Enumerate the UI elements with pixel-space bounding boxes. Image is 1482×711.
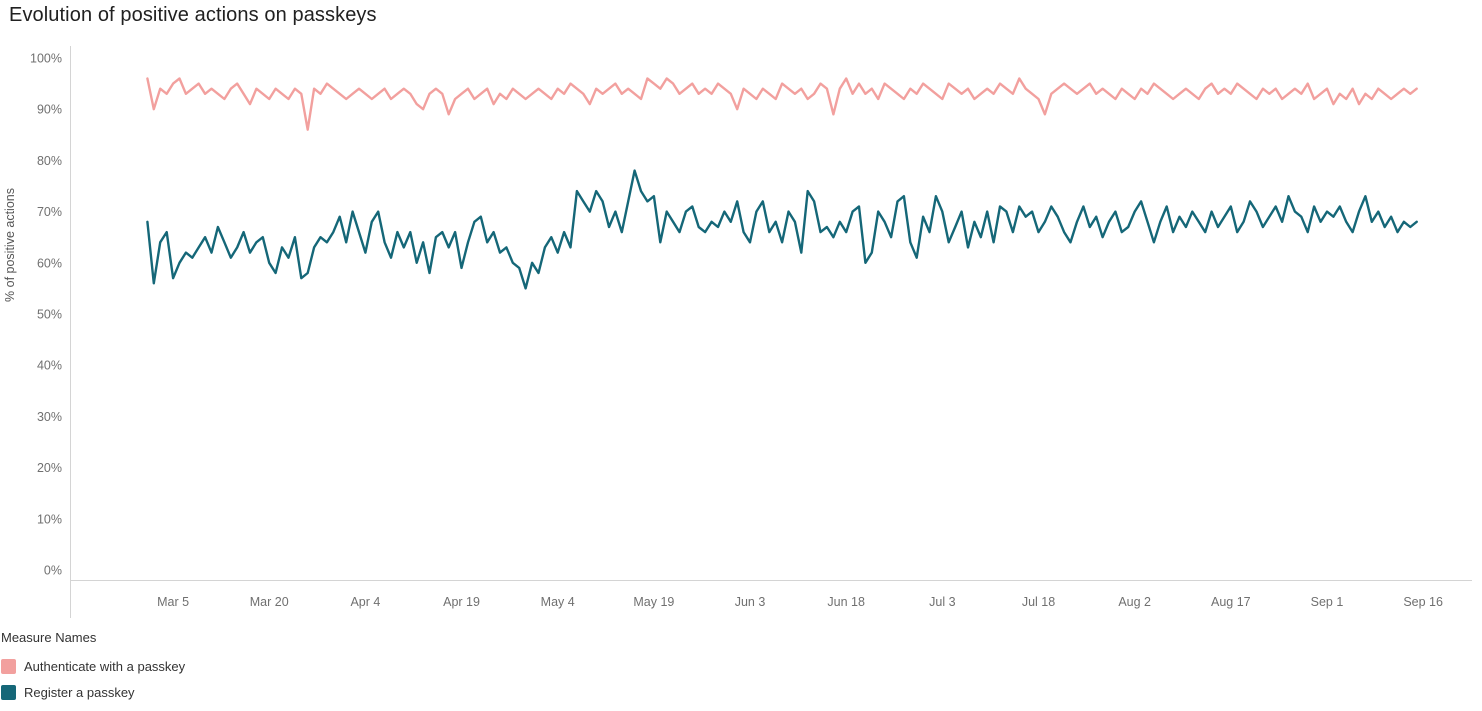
- y-tick-label: 80%: [37, 154, 62, 168]
- y-tick-label: 0%: [44, 564, 62, 578]
- x-tick-label: Jun 3: [735, 595, 766, 609]
- y-tick-label: 70%: [37, 205, 62, 219]
- y-axis-title: % of positive actions: [3, 188, 17, 302]
- y-tick-label: 20%: [37, 461, 62, 475]
- legend: Measure Names Authenticate with a passke…: [1, 630, 185, 705]
- x-tick-label: Sep 1: [1311, 595, 1344, 609]
- legend-label-register: Register a passkey: [24, 684, 135, 700]
- x-tick-label: Apr 4: [350, 595, 380, 609]
- legend-title: Measure Names: [1, 630, 97, 645]
- legend-item-authenticate[interactable]: Authenticate with a passkey: [1, 653, 185, 679]
- x-tick-label: Aug 17: [1211, 595, 1251, 609]
- x-tick-label: May 4: [541, 595, 575, 609]
- series-line-authenticate[interactable]: [146, 77, 1418, 131]
- series-line-register[interactable]: [146, 169, 1418, 290]
- y-tick-label: 100%: [30, 52, 62, 66]
- x-tick-label: May 19: [633, 595, 674, 609]
- x-tick-label: Apr 19: [443, 595, 480, 609]
- legend-label-authenticate: Authenticate with a passkey: [24, 658, 186, 674]
- y-tick-label: 30%: [37, 410, 62, 424]
- legend-swatch-register: [1, 684, 16, 700]
- x-tick-label: Jun 18: [827, 595, 865, 609]
- x-tick-label: Jul 3: [929, 595, 955, 609]
- line-chart: 0% 10% 20% 30% 40% 50% 60% 70% 80% 90% 100% Mar 5 Ma…: [3, 46, 1472, 618]
- legend-item-register[interactable]: Register a passkey: [1, 679, 185, 705]
- y-tick-label: 60%: [37, 256, 62, 270]
- y-tick-label: 50%: [37, 308, 62, 322]
- x-tick-label: Mar 5: [157, 595, 189, 609]
- y-tick-label: 10%: [37, 512, 62, 526]
- y-tick-label: 90%: [37, 103, 62, 117]
- x-tick-label: Sep 16: [1403, 595, 1443, 609]
- chart-title: Evolution of positive actions on passkey…: [9, 4, 377, 26]
- x-tick-label: Aug 2: [1118, 595, 1151, 609]
- y-tick-label: 40%: [37, 359, 62, 373]
- legend-swatch-authenticate: [1, 658, 16, 674]
- x-tick-label: Jul 18: [1022, 595, 1055, 609]
- x-tick-label: Mar 20: [250, 595, 289, 609]
